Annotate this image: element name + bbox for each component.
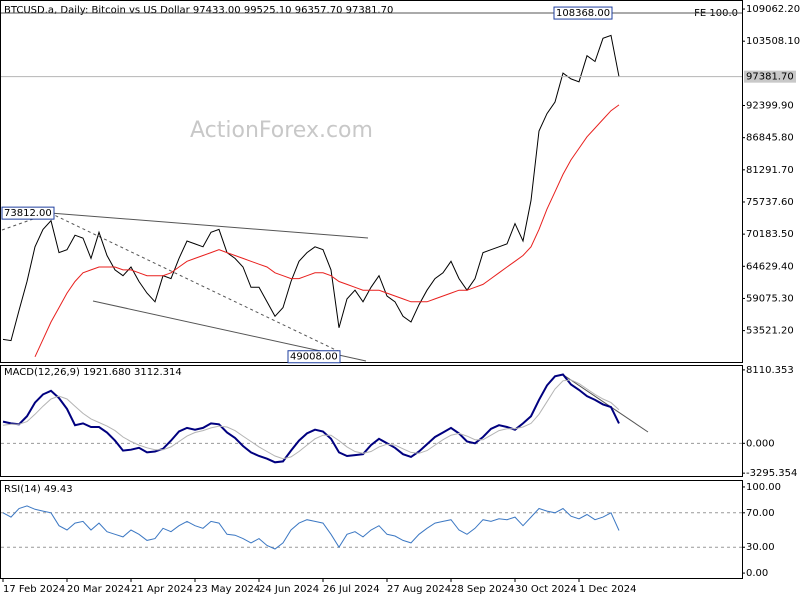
x-tick-label: 21 Apr 2024 [131, 584, 193, 595]
rsi-panel [0, 480, 743, 579]
annotation-box [287, 350, 341, 364]
y-tick-label: 86845.80 [746, 133, 794, 144]
macd-title: MACD(12,26,9) 1921.680 3112.314 [4, 367, 182, 378]
x-tick-label: 28 Sep 2024 [451, 584, 514, 595]
series-line [2, 379, 620, 460]
x-tick-label: 26 Jul 2024 [323, 584, 380, 595]
series-line [34, 104, 620, 358]
watermark: ActionForex.com [190, 118, 373, 143]
chart-title: BTCUSD.a, Daily: Bitcoin vs US Dollar 97… [4, 5, 393, 16]
y-tick-label: 70183.50 [746, 229, 794, 240]
y-tick-label: 0.00 [746, 568, 768, 579]
y-tick-label: 59075.30 [746, 293, 794, 304]
macd-panel [0, 365, 743, 477]
trend-line [49, 212, 369, 239]
series-line [2, 34, 620, 342]
price-panel [0, 0, 743, 363]
y-tick-label: 81291.70 [746, 165, 794, 176]
x-tick-label: 17 Feb 2024 [3, 584, 65, 595]
x-tick-label: 23 May 2024 [195, 584, 260, 595]
x-tick-label: 24 Jun 2024 [259, 584, 319, 595]
y-tick-label: 0.000 [746, 438, 775, 449]
y-tick-label: 30.00 [746, 542, 775, 553]
y-tick-label: 103508.10 [746, 36, 800, 47]
price-tag [744, 70, 796, 83]
y-tick-label: 53521.20 [746, 326, 794, 337]
y-tick-label: 75737.60 [746, 197, 794, 208]
y-tick-label: -3295.354 [746, 468, 797, 479]
annotation-label: 108368.00 [556, 8, 610, 19]
x-tick-label: 20 Mar 2024 [67, 584, 130, 595]
annotation-label: 97381.70 [746, 72, 794, 83]
annotation-box [553, 6, 613, 20]
y-tick-label: 8110.353 [746, 365, 794, 376]
x-tick-label: 27 Aug 2024 [387, 584, 451, 595]
rsi-title: RSI(14) 49.43 [4, 484, 73, 495]
annotation-label: 49008.00 [290, 352, 338, 363]
annotation-label: 73812.00 [4, 208, 52, 219]
y-tick-label: 92399.90 [746, 101, 794, 112]
trend-line [561, 373, 649, 433]
x-tick-label: 30 Oct 2024 [515, 584, 577, 595]
y-tick-label: 109062.20 [746, 4, 800, 15]
y-tick-label: 100.00 [746, 482, 781, 493]
annotation-box [1, 206, 55, 220]
x-tick-label: 1 Dec 2024 [579, 584, 637, 595]
y-tick-label: 70.00 [746, 508, 775, 519]
y-tick-label: 64629.40 [746, 261, 794, 272]
series-line [2, 505, 620, 550]
